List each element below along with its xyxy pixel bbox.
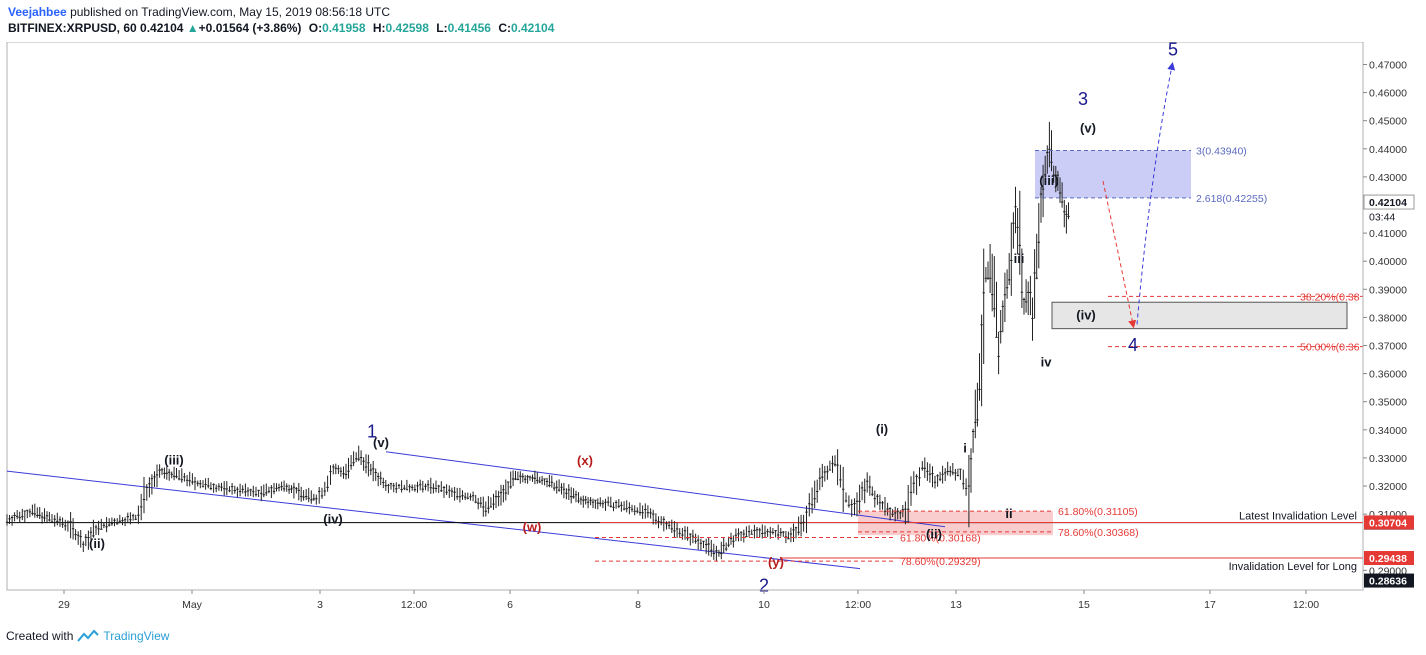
price-tick-label: 0.41000 bbox=[1369, 228, 1407, 240]
close-label: C: bbox=[498, 21, 511, 35]
wave-label: 5 bbox=[1168, 42, 1178, 59]
price-tick-label: 0.44000 bbox=[1369, 144, 1407, 156]
wave-label: i bbox=[963, 441, 967, 456]
wave-label: (iv) bbox=[323, 512, 343, 527]
symbol-line: BITFINEX:XRPUSD, 60 0.42104 ▲+0.01564 (+… bbox=[8, 20, 1418, 36]
price-label-text: 0.28636 bbox=[1369, 576, 1407, 588]
fib-level-label: 50.00%(0.36 bbox=[1300, 342, 1360, 354]
price-label-box bbox=[1364, 573, 1414, 588]
wave-label: 4 bbox=[1128, 335, 1138, 355]
price-tick-label: 0.45000 bbox=[1369, 116, 1407, 128]
projection-arrow-wave-4 bbox=[1102, 181, 1137, 329]
fib-level-label: 78.60%(0.30368) bbox=[1058, 527, 1139, 539]
wave-label: (w) bbox=[523, 520, 542, 535]
wave-label: iii bbox=[1014, 251, 1025, 266]
publish-line: Veejahbee published on TradingView.com, … bbox=[8, 4, 1418, 20]
wave-label: (iii) bbox=[164, 452, 184, 467]
wave-label: (v) bbox=[373, 435, 389, 450]
close-value: 0.42104 bbox=[510, 21, 555, 35]
open-value: 0.41958 bbox=[322, 21, 366, 35]
price-tick-label: 0.32000 bbox=[1369, 481, 1407, 493]
high-label: H: bbox=[372, 21, 386, 35]
publish-info: published on TradingView.com, May 15, 20… bbox=[70, 5, 391, 19]
fib-level-label: 2.618(0.42255) bbox=[1196, 193, 1267, 205]
time-tick-label: 3 bbox=[317, 599, 323, 611]
price-bars[interactable] bbox=[5, 121, 1070, 562]
fib-level-label: 78.60%(0.29329) bbox=[900, 556, 981, 568]
price-chart[interactable]: Latest Invalidation Level Invalidation Le… bbox=[0, 42, 1426, 622]
time-tick-label: 15 bbox=[1078, 599, 1090, 611]
time-tick-label: 6 bbox=[507, 599, 513, 611]
open-label: O: bbox=[308, 21, 323, 35]
price-label-box bbox=[1364, 209, 1414, 224]
price-tick-label: 0.40000 bbox=[1369, 256, 1407, 268]
wave-label: (iii) bbox=[1039, 173, 1059, 188]
fib-level-label: 38.20%(0.38 bbox=[1300, 291, 1360, 303]
time-tick-label: 13 bbox=[950, 599, 962, 611]
price-label-box bbox=[1364, 515, 1414, 530]
fib-extension-zone bbox=[1035, 150, 1191, 198]
time-tick-label: 10 bbox=[758, 599, 770, 611]
price-tick-label: 0.47000 bbox=[1369, 59, 1407, 71]
tradingview-brand[interactable]: TradingView bbox=[103, 629, 170, 643]
fib-level-label: 61.80%(0.31105) bbox=[1058, 506, 1138, 518]
wave-label: (ii) bbox=[89, 536, 105, 551]
time-tick-label: May bbox=[182, 599, 203, 611]
wave-label: iv bbox=[1041, 355, 1053, 370]
price-tick-label: 0.38000 bbox=[1369, 312, 1407, 324]
created-with-text: Created with bbox=[6, 629, 74, 643]
wave-4-target-zone bbox=[1051, 301, 1348, 330]
chart-header: Veejahbee published on TradingView.com, … bbox=[8, 4, 1418, 40]
time-tick-label: 8 bbox=[635, 599, 641, 611]
price-label-box bbox=[1364, 551, 1414, 566]
price-label-text: 0.30704 bbox=[1369, 517, 1407, 529]
price-change: +0.01564 (+3.86%) bbox=[198, 21, 302, 35]
price-tick-label: 0.39000 bbox=[1369, 284, 1407, 296]
price-tick-label: 0.46000 bbox=[1369, 88, 1407, 100]
fib-level-label: 3(0.43940) bbox=[1196, 145, 1247, 157]
wave-label: (x) bbox=[577, 453, 593, 468]
footer: Created with TradingView bbox=[6, 629, 169, 643]
price-tick-label: 0.33000 bbox=[1369, 453, 1407, 465]
high-value: 0.42598 bbox=[385, 21, 429, 35]
long-invalidation-label: Invalidation Level for Long bbox=[1229, 561, 1357, 573]
author-link[interactable]: Veejahbee bbox=[8, 5, 67, 19]
low-value: 0.41456 bbox=[447, 21, 491, 35]
change-up-icon: ▲ bbox=[186, 21, 199, 35]
wave-label: (i) bbox=[876, 421, 888, 436]
latest-invalidation-label: Latest Invalidation Level bbox=[1239, 510, 1357, 522]
tradingview-logo-icon[interactable] bbox=[77, 629, 100, 643]
price-tick-label: 0.37000 bbox=[1369, 341, 1407, 353]
symbol-name[interactable]: BITFINEX:XRPUSD, 60 bbox=[8, 21, 137, 35]
price-tick-label: 0.35000 bbox=[1369, 397, 1407, 409]
price-tick-label: 0.36000 bbox=[1369, 369, 1407, 381]
time-tick-label: 12:00 bbox=[1293, 599, 1319, 611]
time-tick-label: 12:00 bbox=[401, 599, 427, 611]
fib-level-label: 61.80%(0.30168) bbox=[900, 533, 981, 545]
time-tick-label: 29 bbox=[58, 599, 70, 611]
price-label-box bbox=[1363, 194, 1415, 210]
time-tick-label: 12:00 bbox=[845, 599, 871, 611]
price-label-text: 0.42104 bbox=[1369, 197, 1407, 209]
wave-label: (v) bbox=[1080, 120, 1096, 135]
price-tick-label: 0.31000 bbox=[1369, 509, 1407, 521]
projection-arrow-wave-5 bbox=[1136, 61, 1176, 325]
wave-label: (iv) bbox=[1076, 308, 1096, 323]
wave-label: 2 bbox=[759, 575, 769, 595]
price-label-text: 0.29438 bbox=[1369, 553, 1407, 565]
time-tick-label: 17 bbox=[1204, 599, 1216, 611]
wave-label: 1 bbox=[367, 421, 377, 441]
wave-label: ii bbox=[1005, 506, 1012, 521]
price-label-text: 03:44 bbox=[1369, 212, 1395, 224]
wave-label: 3 bbox=[1078, 89, 1088, 109]
low-label: L: bbox=[436, 21, 448, 35]
last-price: 0.42104 bbox=[140, 21, 184, 35]
wave-label: (ii) bbox=[926, 527, 942, 542]
wave-label: (y) bbox=[768, 555, 784, 570]
price-tick-label: 0.34000 bbox=[1369, 425, 1407, 437]
price-tick-label: 0.43000 bbox=[1369, 172, 1407, 184]
